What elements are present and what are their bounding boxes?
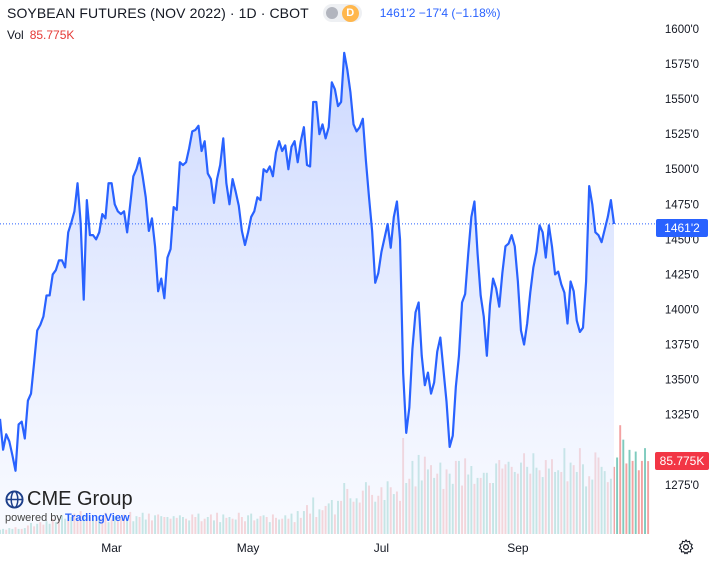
volume-bar (637, 470, 640, 534)
y-tick-label: 1375'0 (665, 340, 699, 352)
y-tick-label: 1400'0 (665, 305, 699, 317)
x-tick-label: May (237, 541, 260, 555)
y-tick-label: 1600'0 (665, 24, 699, 36)
tradingview-link[interactable]: TradingView (64, 512, 130, 524)
price-area (0, 52, 614, 534)
symbol-legend: SOYBEAN FUTURES (NOV 2022) · 1D · CBOT D… (7, 4, 500, 22)
symbol-title[interactable]: SOYBEAN FUTURES (NOV 2022) · 1D · CBOT (7, 5, 309, 21)
last-price-badge: 1461'2 (656, 219, 708, 237)
x-tick-label: Sep (507, 541, 529, 555)
x-tick-label: Jul (374, 541, 389, 555)
volume-legend-label: Vol (7, 28, 24, 42)
volume-bar (640, 460, 643, 534)
powered-by[interactable]: powered by TradingView (5, 512, 133, 524)
volume-bar (631, 460, 634, 534)
cme-group-logo-text: CME Group (27, 488, 133, 510)
volume-badge: 85.775K (655, 452, 709, 470)
price-change-readout: 1461'2 −17'4 (−1.18%) (380, 6, 501, 20)
last-price-badge-label: 1461'2 (664, 221, 700, 235)
y-axis[interactable]: 1600'0 1575'0 1550'0 1525'0 1500'0 1475'0 1450… (665, 24, 699, 492)
y-tick-label: 1500'0 (665, 164, 699, 176)
market-status-pill[interactable]: D (322, 4, 362, 22)
y-tick-label: 1550'0 (665, 94, 699, 106)
y-tick-label: 1525'0 (665, 129, 699, 141)
volume-bar (625, 463, 628, 534)
x-tick-label: Mar (101, 541, 122, 555)
y-tick-label: 1425'0 (665, 269, 699, 281)
legend-change: −17'4 (−1.18%) (418, 6, 501, 20)
y-tick-label: 1350'0 (665, 375, 699, 387)
volume-bar (647, 461, 650, 534)
volume-bar (644, 448, 646, 534)
volume-bar (634, 451, 637, 534)
volume-badge-label: 85.775K (660, 454, 705, 468)
globe-icon (5, 490, 24, 509)
powered-by-text: powered by (5, 512, 62, 524)
branding[interactable]: CME Group powered by TradingView (5, 488, 133, 524)
y-tick-label: 1475'0 (665, 199, 699, 211)
y-tick-label: 1275'0 (665, 480, 699, 492)
y-tick-label: 1325'0 (665, 410, 699, 422)
y-tick-label: 1450'0 (665, 234, 699, 246)
legend-last-price: 1461'2 (379, 6, 416, 20)
volume-bar (619, 425, 622, 534)
volume-legend[interactable]: Vol 85.775K (7, 28, 74, 42)
volume-bar (628, 449, 631, 534)
volume-bar (622, 439, 625, 534)
volume-bar (616, 457, 619, 534)
market-closed-dot-icon (325, 7, 338, 19)
delayed-data-badge: D (341, 4, 359, 22)
settings-gear-icon[interactable] (677, 538, 695, 556)
y-tick-label: 1575'0 (665, 59, 699, 71)
volume-legend-value: 85.775K (29, 28, 75, 42)
cme-group-logo[interactable]: CME Group (5, 488, 133, 511)
price-line (0, 51, 616, 472)
x-axis[interactable]: Mar May Jul Sep (101, 541, 529, 555)
